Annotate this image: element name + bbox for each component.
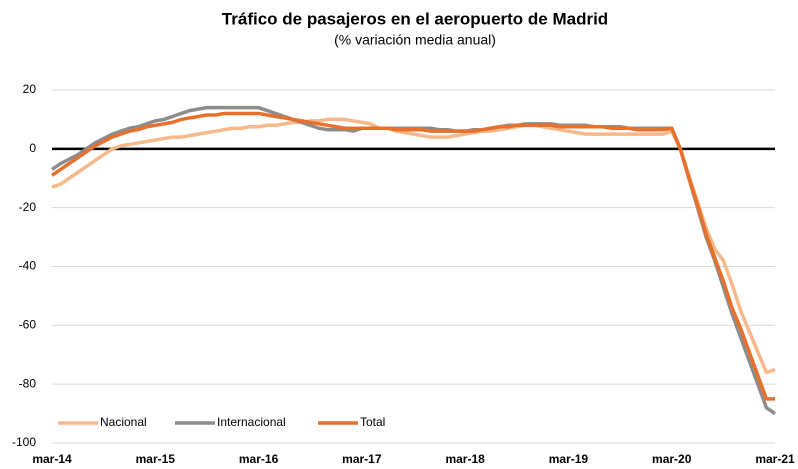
series-line <box>51 117 776 375</box>
x-tick-label: mar-16 <box>239 452 279 466</box>
x-tick-label: mar-14 <box>32 452 72 466</box>
x-tick-label: mar-18 <box>445 452 485 466</box>
legend-label: Nacional <box>100 415 147 429</box>
y-tick-label: -40 <box>19 259 37 273</box>
x-tick-label: mar-19 <box>549 452 589 466</box>
y-tick-label: -80 <box>19 376 37 390</box>
series-line <box>51 105 776 416</box>
x-tick-label: mar-17 <box>342 452 382 466</box>
chart-title: Tráfico de pasajeros en el aeropuerto de… <box>222 9 608 28</box>
y-tick-label: -100 <box>12 435 36 449</box>
x-tick-label: mar-20 <box>652 452 692 466</box>
chart-subtitle: (% variación media anual) <box>334 32 496 48</box>
legend-label: Internacional <box>217 415 286 429</box>
y-tick-label: -20 <box>19 200 37 214</box>
y-tick-label: 0 <box>29 141 36 155</box>
series-line <box>51 111 775 401</box>
y-tick-label: -60 <box>19 318 37 332</box>
y-tick-label: 20 <box>23 82 37 96</box>
x-tick-label: mar-15 <box>136 452 176 466</box>
legend-label: Total <box>360 415 385 429</box>
x-tick-label: mar-21 <box>755 452 795 466</box>
